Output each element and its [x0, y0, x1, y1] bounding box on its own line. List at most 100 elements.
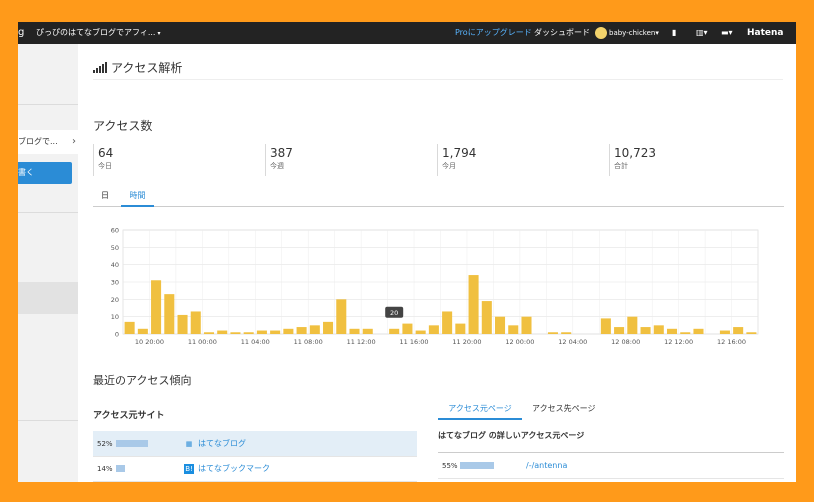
chart-bar[interactable] — [415, 330, 426, 334]
chart-bar[interactable] — [481, 301, 492, 334]
stat-label: 今週 — [270, 162, 284, 170]
sidebar-divider — [18, 212, 78, 213]
chart-bar[interactable] — [283, 328, 294, 334]
tab-day[interactable]: 日 — [101, 191, 109, 200]
tab-referrer-pages[interactable]: アクセス元ページ — [438, 400, 522, 420]
referrer-page-row[interactable]: 55% /-/antenna — [438, 453, 784, 479]
message-icon[interactable]: ▬▾ — [721, 28, 733, 37]
user-menu[interactable]: baby-chicken▾ — [609, 22, 659, 44]
y-tick-label: 40 — [111, 261, 119, 269]
referrer-site-row[interactable]: 14% B! はてなブックマーク — [93, 456, 417, 482]
site-name-link[interactable]: はてなブログ グループ — [198, 481, 280, 482]
write-button[interactable]: 書く — [18, 162, 72, 184]
sidebar-divider — [18, 104, 78, 105]
y-tick-label: 20 — [111, 296, 119, 304]
chart-bar[interactable] — [323, 321, 334, 334]
site-name-link[interactable]: はてなブックマーク — [198, 464, 270, 473]
chart-bar[interactable] — [203, 332, 215, 334]
browser-viewport: g ぴっぴのはてなブログでアフィ... ▾ Proにアップグレード ダッシュボード… — [18, 22, 796, 482]
chart-bar[interactable] — [296, 327, 307, 334]
chart-bar[interactable] — [561, 332, 572, 334]
hatena-logo[interactable]: Hatena — [747, 28, 784, 38]
chart-bar[interactable] — [627, 316, 638, 334]
chart-bar[interactable] — [680, 332, 691, 334]
x-tick-label: 12 04:00 — [558, 338, 587, 346]
chart-bar[interactable] — [442, 311, 453, 334]
apps-grid-icon[interactable]: ▥▾ — [696, 28, 708, 37]
chart-bar[interactable] — [151, 280, 162, 334]
pro-upgrade-link[interactable]: Proにアップグレード — [455, 28, 532, 37]
chart-bar[interactable] — [455, 323, 466, 334]
chart-bar[interactable] — [508, 325, 519, 334]
chart-bar[interactable] — [614, 327, 625, 334]
site-share-pct: 52% — [97, 440, 113, 448]
y-tick-label: 0 — [115, 331, 119, 339]
sidebar: ブログで... › 書く — [18, 44, 78, 482]
chart-bar[interactable] — [164, 294, 175, 334]
chart-bar[interactable] — [190, 311, 201, 334]
stat-value: 10,723 — [614, 146, 656, 160]
sidebar-item-selected[interactable] — [18, 282, 78, 314]
chart-bar[interactable] — [468, 275, 479, 334]
bookmark-icon[interactable]: ▮ — [672, 28, 677, 37]
chart-bar[interactable] — [177, 314, 188, 334]
chart-bars — [124, 275, 757, 334]
chart-bar[interactable] — [217, 330, 228, 334]
page-share-pct: 14% — [442, 479, 458, 482]
chart-bar[interactable] — [547, 332, 558, 334]
chart-bar[interactable] — [362, 328, 373, 334]
page-share-pct: 55% — [442, 462, 458, 470]
chart-bar[interactable] — [124, 321, 135, 334]
referrer-page-row[interactable]: 14% /-/antenna?page=2 — [438, 479, 784, 482]
chart-bar[interactable] — [733, 327, 744, 334]
site-name-link[interactable]: はてなブログ — [198, 439, 246, 448]
header-divider — [93, 79, 783, 80]
referrer-page-link[interactable]: /-/antenna — [526, 461, 568, 470]
dashboard-link[interactable]: ダッシュボード — [534, 28, 590, 37]
chart-bar[interactable] — [653, 325, 664, 334]
chart-bar[interactable] — [746, 332, 757, 334]
access-count-heading: アクセス数 — [93, 119, 153, 133]
chart-bar[interactable] — [428, 325, 439, 334]
chart-bar[interactable] — [521, 316, 532, 334]
chart-bar[interactable] — [495, 316, 506, 334]
avatar[interactable] — [595, 27, 607, 39]
chart-bar[interactable] — [402, 323, 413, 334]
x-tick-label: 11 04:00 — [241, 338, 270, 346]
referrer-site-row[interactable]: 8%▤はてなブログ グループ — [93, 481, 417, 482]
y-tick-label: 30 — [111, 279, 119, 287]
tooltip-box — [385, 306, 404, 318]
blog-logo-fragment[interactable]: g — [18, 27, 25, 38]
chart-bar[interactable] — [256, 330, 267, 334]
sidebar-item-blog[interactable]: ブログで... › — [18, 130, 78, 154]
chart-bar[interactable] — [389, 328, 400, 334]
referrer-page-link[interactable]: /-/antenna?page=2 — [526, 479, 603, 482]
page-title: アクセス解析 — [111, 60, 183, 75]
tab-hour[interactable]: 時間 — [121, 189, 154, 207]
hatena-top-bar: g ぴっぴのはてなブログでアフィ... ▾ Proにアップグレード ダッシュボード… — [18, 22, 796, 44]
chart-bar[interactable] — [719, 330, 730, 334]
referrer-sites-title: アクセス元サイト — [93, 411, 165, 421]
referrer-detail-title: はてなブログ の詳しいアクセス元ページ — [438, 431, 585, 440]
chart-bar[interactable] — [666, 328, 678, 334]
site-share-bar — [116, 465, 125, 472]
chart-bar[interactable] — [270, 330, 281, 334]
stat-this-month: 1,794 今月 — [437, 144, 607, 176]
chart-bar[interactable] — [640, 327, 651, 334]
chart-bar[interactable] — [600, 318, 611, 334]
main-content: アクセス解析 アクセス数 64 今日 387 今週 1,794 今月 10,72… — [78, 44, 796, 482]
chart-bar[interactable] — [693, 328, 704, 334]
username: baby-chicken — [609, 29, 656, 37]
chart-bar[interactable] — [243, 332, 254, 334]
hatena-bookmark-icon: B! — [184, 464, 194, 474]
blog-selector[interactable]: ぴっぴのはてなブログでアフィ... ▾ — [36, 22, 160, 44]
chart-bar[interactable] — [349, 328, 360, 334]
x-tick-label: 11 20:00 — [452, 338, 481, 346]
chart-bar[interactable] — [137, 328, 148, 334]
referrer-site-row[interactable]: 52% ▦ はてなブログ — [93, 431, 417, 457]
chart-bar[interactable] — [309, 325, 320, 334]
period-tabs: 日 時間 — [93, 189, 784, 207]
chart-bar[interactable] — [336, 299, 347, 334]
tab-landing-pages[interactable]: アクセス先ページ — [532, 404, 596, 413]
chart-bar[interactable] — [230, 332, 241, 334]
